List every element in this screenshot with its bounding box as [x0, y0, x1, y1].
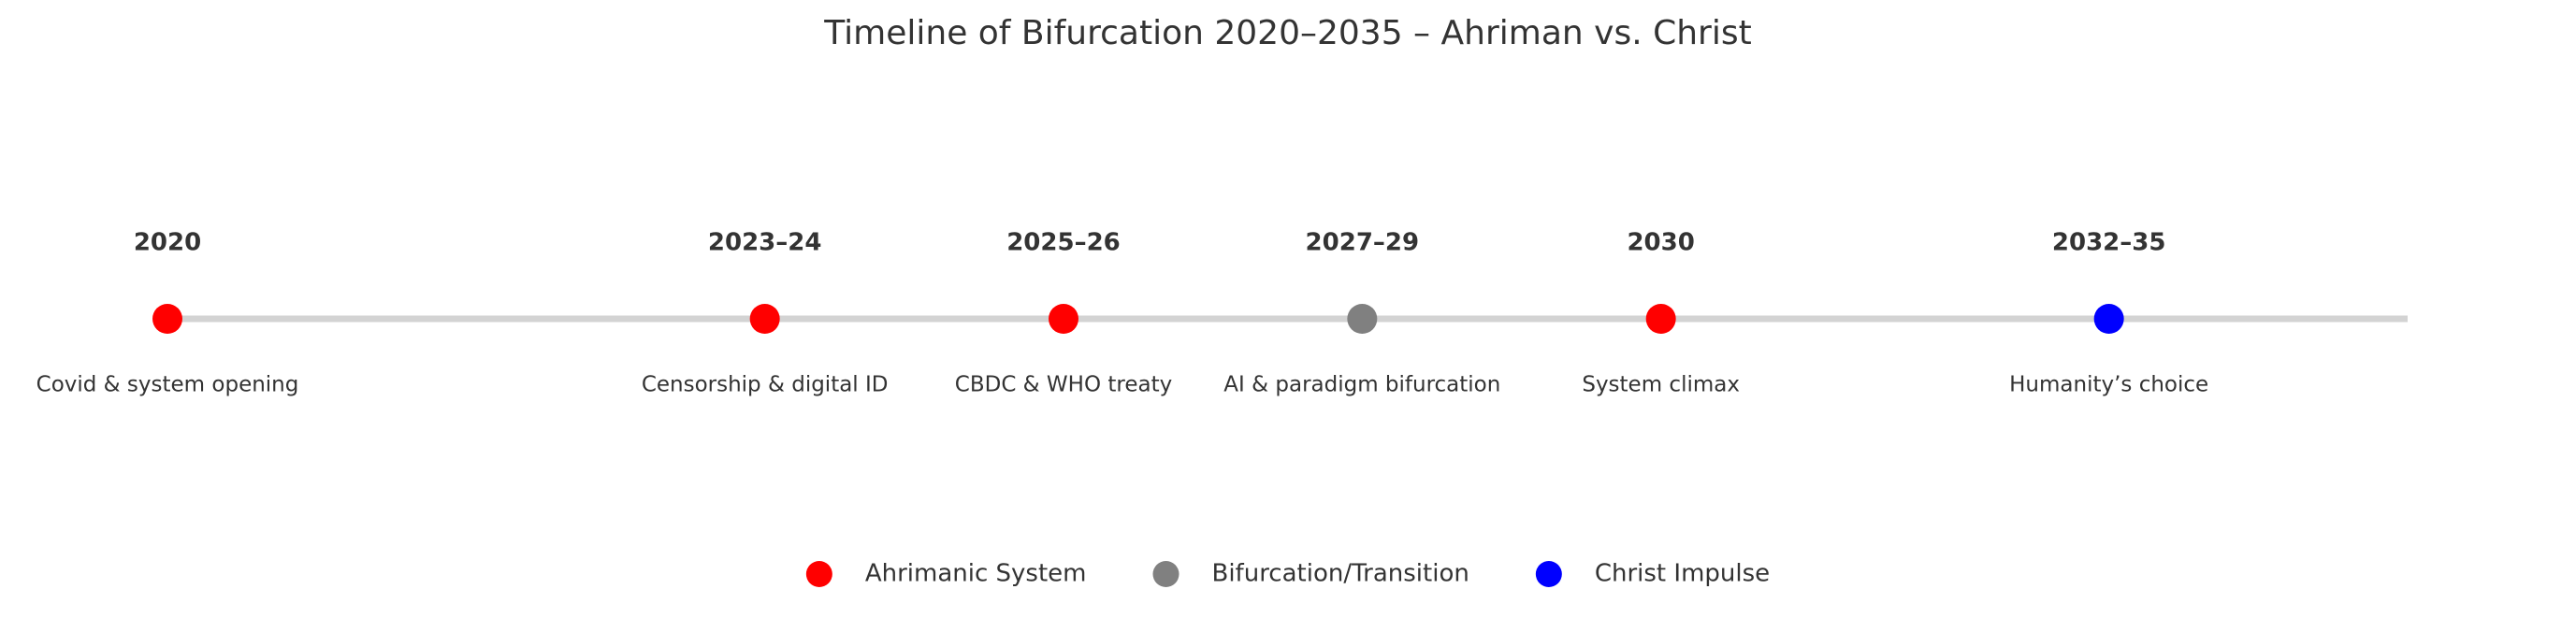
legend-label: Christ Impulse	[1595, 560, 1770, 588]
event-description: Censorship & digital ID	[642, 373, 889, 397]
event-year: 2025–26	[1006, 229, 1121, 257]
legend-label: Ahrimanic System	[865, 560, 1087, 588]
event-description: Covid & system opening	[36, 373, 299, 397]
event-dot	[152, 304, 182, 334]
event-year: 2023–24	[708, 229, 822, 257]
event-year: 2020	[134, 229, 201, 257]
legend-marker	[1535, 561, 1562, 587]
event-dot	[1645, 304, 1676, 334]
event-dot	[1347, 304, 1378, 334]
legend-marker	[805, 561, 832, 587]
event-dot	[2093, 304, 2124, 334]
legend-marker	[1152, 561, 1179, 587]
event-year: 2027–29	[1306, 229, 1420, 257]
event-dot	[749, 304, 780, 334]
chart-title: Timeline of Bifurcation 2020–2035 – Ahri…	[823, 14, 1751, 52]
event-dot	[1049, 304, 1078, 334]
event-year: 2032–35	[2052, 229, 2166, 257]
event-description: Humanity’s choice	[2009, 373, 2208, 397]
event-description: CBDC & WHO treaty	[955, 373, 1172, 397]
event-description: AI & paradigm bifurcation	[1223, 373, 1500, 397]
event-year: 2030	[1627, 229, 1694, 257]
legend-label: Bifurcation/Transition	[1212, 560, 1469, 588]
event-description: System climax	[1582, 373, 1740, 397]
